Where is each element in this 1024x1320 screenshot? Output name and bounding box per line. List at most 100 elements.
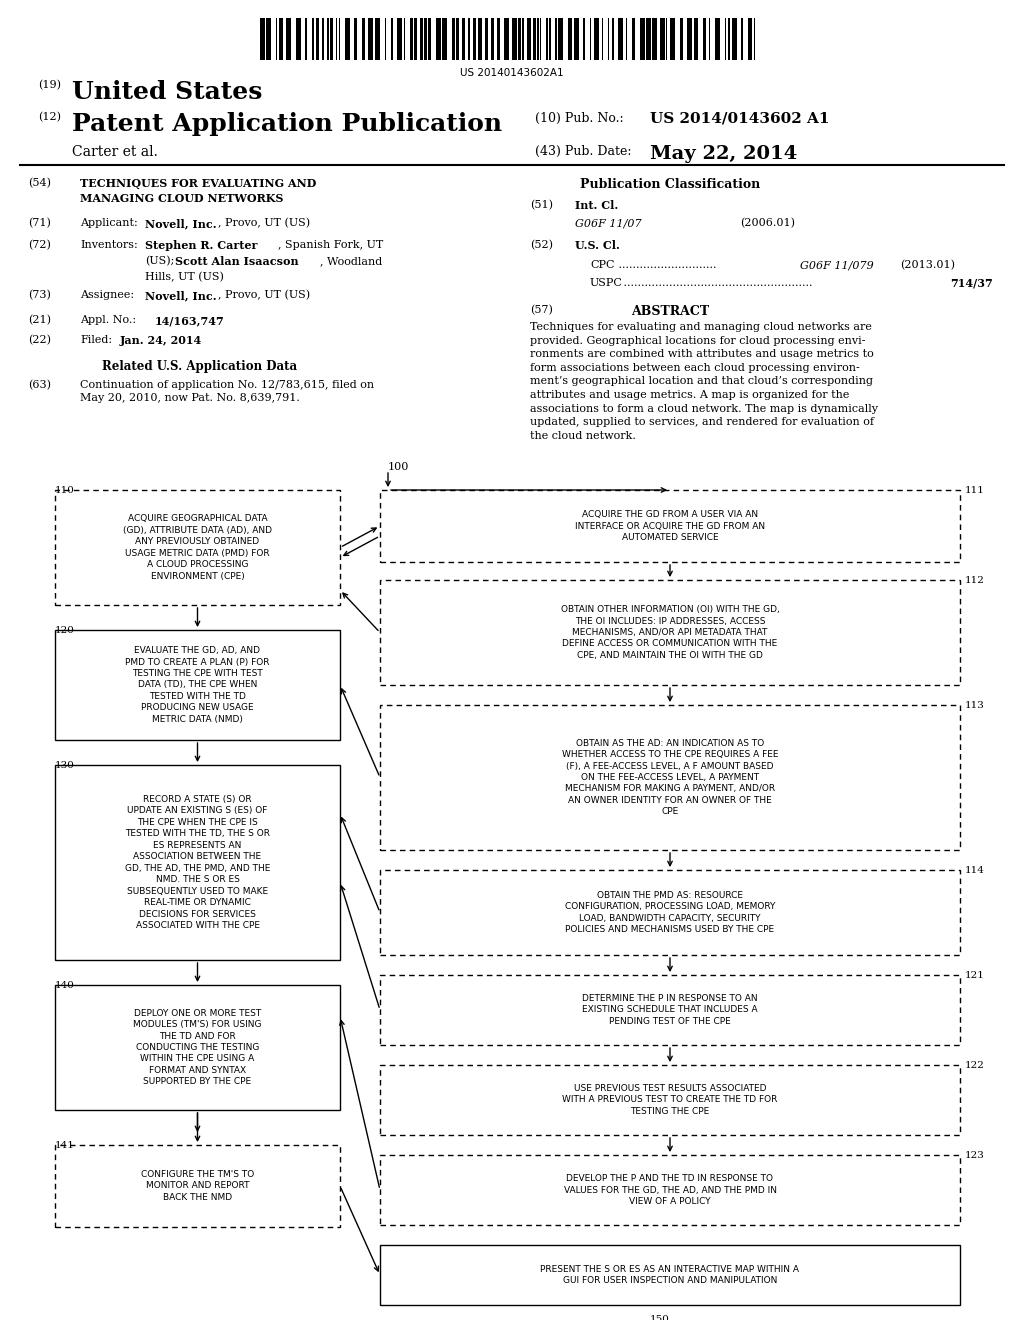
Bar [284, 18, 287, 59]
Bar [567, 18, 572, 59]
Bar [373, 18, 376, 59]
Bar [539, 18, 540, 59]
Bar [287, 18, 291, 59]
Bar [711, 18, 715, 59]
Bar [55, 630, 340, 741]
Bar [380, 579, 961, 685]
Bar [417, 18, 420, 59]
Bar [325, 18, 328, 59]
Bar [603, 18, 608, 59]
Text: Assignee:: Assignee: [80, 290, 141, 300]
Bar [328, 18, 329, 59]
Bar [548, 18, 549, 59]
Bar [504, 18, 509, 59]
Text: G06F 11/07: G06F 11/07 [575, 218, 642, 228]
Text: , Provo, UT (US): , Provo, UT (US) [218, 218, 310, 228]
Bar [397, 18, 402, 59]
Bar [55, 1144, 340, 1228]
Bar [728, 18, 730, 59]
Bar [279, 18, 284, 59]
Bar [709, 18, 711, 59]
Text: Scott Alan Isaacson: Scott Alan Isaacson [175, 256, 299, 267]
Bar [490, 18, 494, 59]
Text: 121: 121 [965, 972, 985, 979]
Text: 14/163,747: 14/163,747 [155, 315, 224, 326]
Bar [345, 18, 349, 59]
Bar [278, 18, 279, 59]
Bar [644, 18, 646, 59]
Bar [365, 18, 368, 59]
Bar [410, 18, 413, 59]
Text: 130: 130 [55, 762, 75, 770]
Bar [584, 18, 585, 59]
Bar [563, 18, 567, 59]
Text: (43) Pub. Date:: (43) Pub. Date: [535, 145, 632, 158]
Bar [692, 18, 693, 59]
Bar [494, 18, 497, 59]
Text: (21): (21) [28, 315, 51, 325]
Bar [666, 18, 668, 59]
Bar [756, 18, 760, 59]
Bar [753, 18, 754, 59]
Bar [521, 18, 522, 59]
Bar [558, 18, 563, 59]
Text: (71): (71) [28, 218, 51, 228]
Bar [509, 18, 512, 59]
Text: (57): (57) [530, 305, 553, 315]
Bar [531, 18, 532, 59]
Text: (22): (22) [28, 335, 51, 346]
Text: Novell, Inc.: Novell, Inc. [145, 290, 217, 301]
Text: USPC: USPC [590, 279, 623, 288]
Text: Jan. 24, 2014: Jan. 24, 2014 [120, 335, 203, 346]
Text: DEVELOP THE P AND THE TD IN RESPONSE TO
VALUES FOR THE GD, THE AD, AND THE PMD I: DEVELOP THE P AND THE TD IN RESPONSE TO … [563, 1173, 776, 1206]
Bar [742, 18, 748, 59]
Bar [488, 18, 490, 59]
Bar [465, 18, 468, 59]
Bar [557, 18, 558, 59]
Bar [55, 985, 340, 1110]
Bar [608, 18, 609, 59]
Text: Publication Classification: Publication Classification [580, 178, 760, 191]
Bar [623, 18, 626, 59]
Text: 114: 114 [965, 866, 985, 875]
Text: 110: 110 [55, 486, 75, 495]
Text: 120: 120 [55, 626, 75, 635]
Bar [485, 18, 488, 59]
Bar [707, 18, 709, 59]
Bar [657, 18, 659, 59]
Text: Continuation of application No. 12/783,615, filed on
May 20, 2010, now Pat. No. : Continuation of application No. 12/783,6… [80, 380, 374, 403]
Text: , Woodland: , Woodland [319, 256, 382, 267]
Bar [482, 18, 485, 59]
Bar [402, 18, 403, 59]
Text: Applicant:: Applicant: [80, 218, 144, 228]
Bar [549, 18, 551, 59]
Bar [406, 18, 410, 59]
Bar [470, 18, 473, 59]
Bar [314, 18, 315, 59]
Bar [362, 18, 365, 59]
Bar [732, 18, 736, 59]
Bar [340, 18, 345, 59]
Bar [275, 18, 278, 59]
Bar [265, 18, 266, 59]
Bar [726, 18, 728, 59]
Bar [680, 18, 683, 59]
Bar [628, 18, 632, 59]
Bar [380, 18, 385, 59]
Text: Carter et al.: Carter et al. [72, 145, 158, 158]
Bar [703, 18, 707, 59]
Bar [380, 870, 961, 954]
Text: CONFIGURE THE TM'S TO
MONITOR AND REPORT
BACK THE NMD: CONFIGURE THE TM'S TO MONITOR AND REPORT… [141, 1170, 254, 1203]
Text: ......................................................: ........................................… [620, 279, 812, 288]
Text: EVALUATE THE GD, AD, AND
PMD TO CREATE A PLAN (P) FOR
TESTING THE CPE WITH TEST
: EVALUATE THE GD, AD, AND PMD TO CREATE A… [125, 647, 269, 723]
Text: (2013.01): (2013.01) [900, 260, 955, 271]
Bar [646, 18, 650, 59]
Bar [380, 705, 961, 850]
Text: , Provo, UT (US): , Provo, UT (US) [218, 290, 310, 301]
Bar [55, 766, 340, 960]
Text: (2006.01): (2006.01) [740, 218, 795, 228]
Bar [585, 18, 590, 59]
Bar [613, 18, 618, 59]
Bar [500, 18, 504, 59]
Bar [336, 18, 337, 59]
